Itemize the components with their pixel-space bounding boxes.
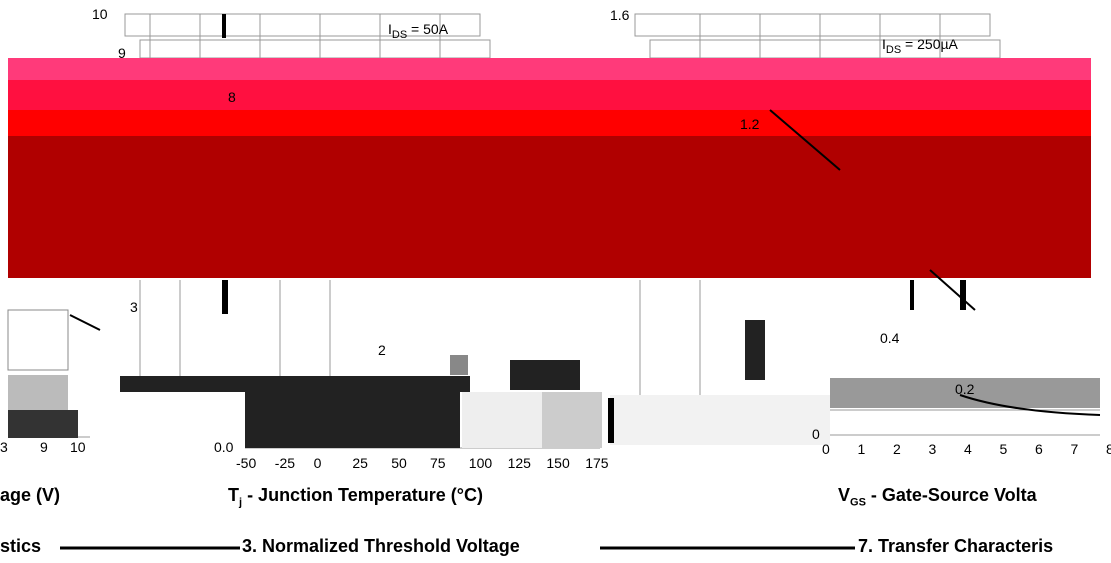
x-tick-label: 3 xyxy=(0,439,8,455)
y-tick-label: 8 xyxy=(228,89,236,105)
x-tick-label: -50 xyxy=(236,455,257,471)
caption: stics xyxy=(0,536,42,556)
text: = 250µA xyxy=(901,36,958,52)
symbol: I xyxy=(388,21,392,37)
text: - Junction Temperature (°C) xyxy=(242,485,483,505)
x-tick-label: 100 xyxy=(468,455,493,471)
y-tick-label: 10 xyxy=(92,6,108,22)
symbol: T xyxy=(228,485,239,505)
x-tick-label: 7 xyxy=(1070,441,1079,457)
x-tick-label: 9 xyxy=(40,439,48,455)
symbol: V xyxy=(838,485,851,505)
x-tick-label: 25 xyxy=(352,455,368,471)
y-tick-label: 1.6 xyxy=(610,7,630,23)
text: - Gate-Source Volta xyxy=(865,485,1037,505)
x-tick-label: 75 xyxy=(430,455,446,471)
y-tick-label: 0.2 xyxy=(955,381,975,397)
x-tick-label: 6 xyxy=(1035,441,1043,457)
x-tick-label: 2 xyxy=(893,441,901,457)
x-tick-label: 1 xyxy=(857,441,866,457)
axis-title: Tj - Junction Temperature (°C) xyxy=(228,486,483,509)
x-tick-label: -25 xyxy=(274,455,296,471)
subscript: j xyxy=(239,496,243,509)
subscript: DS xyxy=(391,28,408,41)
annotation: IDS = 50A xyxy=(388,22,448,41)
annotation: IDS = 250µA xyxy=(882,37,958,56)
x-tick-label: 5 xyxy=(999,441,1008,457)
y-tick-label: 3 xyxy=(130,299,138,315)
x-tick-label: 0 xyxy=(313,455,322,471)
symbol: I xyxy=(882,36,886,52)
x-tick-label: 0 xyxy=(822,441,830,457)
subscript: DS xyxy=(885,43,902,56)
caption: 7. Transfer Characteris xyxy=(858,536,1054,556)
axis-title: VGS - Gate-Source Volta xyxy=(838,486,1037,509)
x-tick-label: 125 xyxy=(507,455,531,471)
x-tick-label: 175 xyxy=(585,455,609,471)
x-tick-label: 8 xyxy=(1106,441,1111,457)
axis-title: age (V) xyxy=(0,485,61,505)
x-tick-label: 50 xyxy=(391,455,407,471)
x-tick-label: 4 xyxy=(964,441,972,457)
y-tick-label: 0 xyxy=(812,426,820,442)
text: = 50A xyxy=(407,21,449,37)
subscript: GS xyxy=(850,496,866,509)
x-tick-label: 10 xyxy=(70,439,86,455)
y-tick-label: 2 xyxy=(378,342,386,358)
y-tick-label: 1.2 xyxy=(740,116,760,132)
x-tick-label: 150 xyxy=(546,455,570,471)
y-tick-label: 0.0 xyxy=(214,439,234,455)
y-tick-label: 0.4 xyxy=(880,330,900,346)
y-tick-label: 9 xyxy=(118,45,126,61)
caption: 3. Normalized Threshold Voltage xyxy=(242,536,520,556)
x-tick-label: 3 xyxy=(928,441,937,457)
